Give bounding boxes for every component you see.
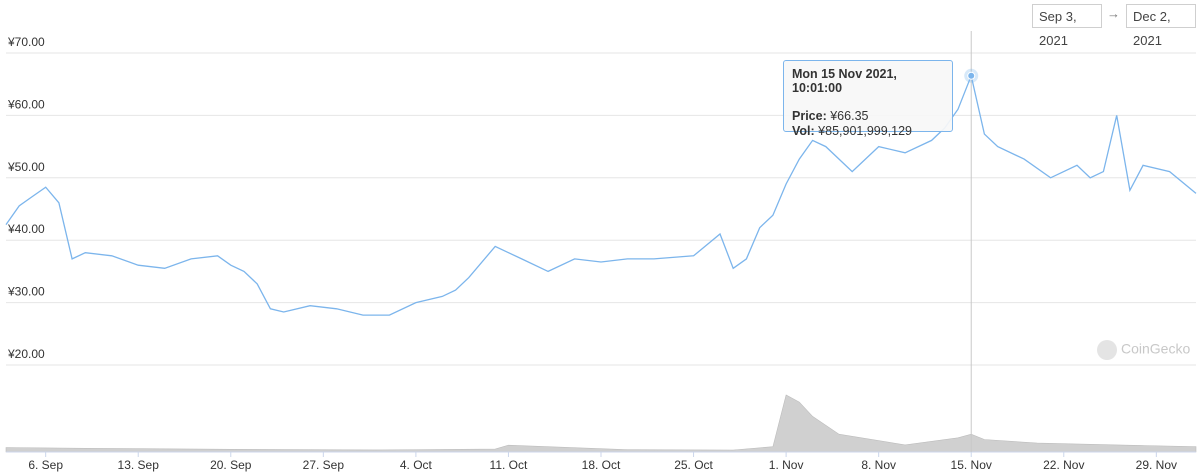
x-tick-label: 4. Oct xyxy=(400,458,433,472)
x-tick-label: 20. Sep xyxy=(210,458,252,472)
tooltip-price-label: Price: xyxy=(792,109,827,123)
y-tick-label: ¥30.00 xyxy=(7,285,45,299)
y-tick-label: ¥40.00 xyxy=(7,222,45,236)
grid xyxy=(6,52,1196,366)
coingecko-logo-icon xyxy=(1097,340,1117,360)
price-tooltip: Mon 15 Nov 2021, 10:01:00 Price: ¥66.35 … xyxy=(783,60,953,138)
x-tick-label: 25. Oct xyxy=(674,458,713,472)
crosshair xyxy=(964,31,979,452)
x-tick-label: 1. Nov xyxy=(769,458,804,472)
price-line-layer xyxy=(5,73,1197,316)
y-tick-label: ¥50.00 xyxy=(7,160,45,174)
coingecko-watermark: CoinGecko xyxy=(1097,340,1190,360)
y-tick-label: ¥20.00 xyxy=(7,347,45,361)
y-tick-label: ¥60.00 xyxy=(7,97,45,111)
end-date-input[interactable]: Dec 2, 2021 xyxy=(1126,4,1196,48)
x-axis: 6. Sep 13. Sep 20. Sep 27. Sep 4. Oct 11. Oct… xyxy=(6,451,1196,472)
x-tick-label: 15. Nov xyxy=(951,458,992,472)
tooltip-date: Mon 15 Nov 2021, 10:01:00 xyxy=(792,67,897,95)
x-tick-label: 18. Oct xyxy=(582,458,621,472)
y-axis: ¥70.00 ¥60.00 ¥50.00 ¥40.00 ¥30.00 ¥20.00 xyxy=(7,35,45,361)
volume-area xyxy=(5,394,1197,453)
watermark-text: CoinGecko xyxy=(1121,340,1191,357)
x-tick-label: 22. Nov xyxy=(1043,458,1084,472)
range-arrow-icon: → xyxy=(1107,6,1120,21)
x-tick-label: 6. Sep xyxy=(28,458,63,472)
volume-series xyxy=(5,394,1197,453)
y-tick-label: ¥70.00 xyxy=(7,35,45,49)
tooltip-vol-value: ¥85,901,999,129 xyxy=(818,124,913,138)
start-date-input[interactable]: Sep 3, 2021 xyxy=(1032,4,1102,48)
tooltip-price-value: ¥66.35 xyxy=(830,109,869,123)
tooltip-vol-label: Vol: xyxy=(792,124,815,138)
hover-point[interactable] xyxy=(967,71,976,80)
x-tick-label: 8. Nov xyxy=(861,458,896,472)
tooltip-vol-row: Vol: ¥85,901,999,129 xyxy=(792,124,944,139)
x-tick-label: 11. Oct xyxy=(490,458,528,472)
price-series-line xyxy=(5,73,1197,316)
x-tick-label: 29. Nov xyxy=(1136,458,1177,472)
tooltip-price-row: Price: ¥66.35 xyxy=(792,109,944,124)
x-tick-label: 13. Sep xyxy=(118,458,160,472)
x-tick-label: 27. Sep xyxy=(303,458,345,472)
